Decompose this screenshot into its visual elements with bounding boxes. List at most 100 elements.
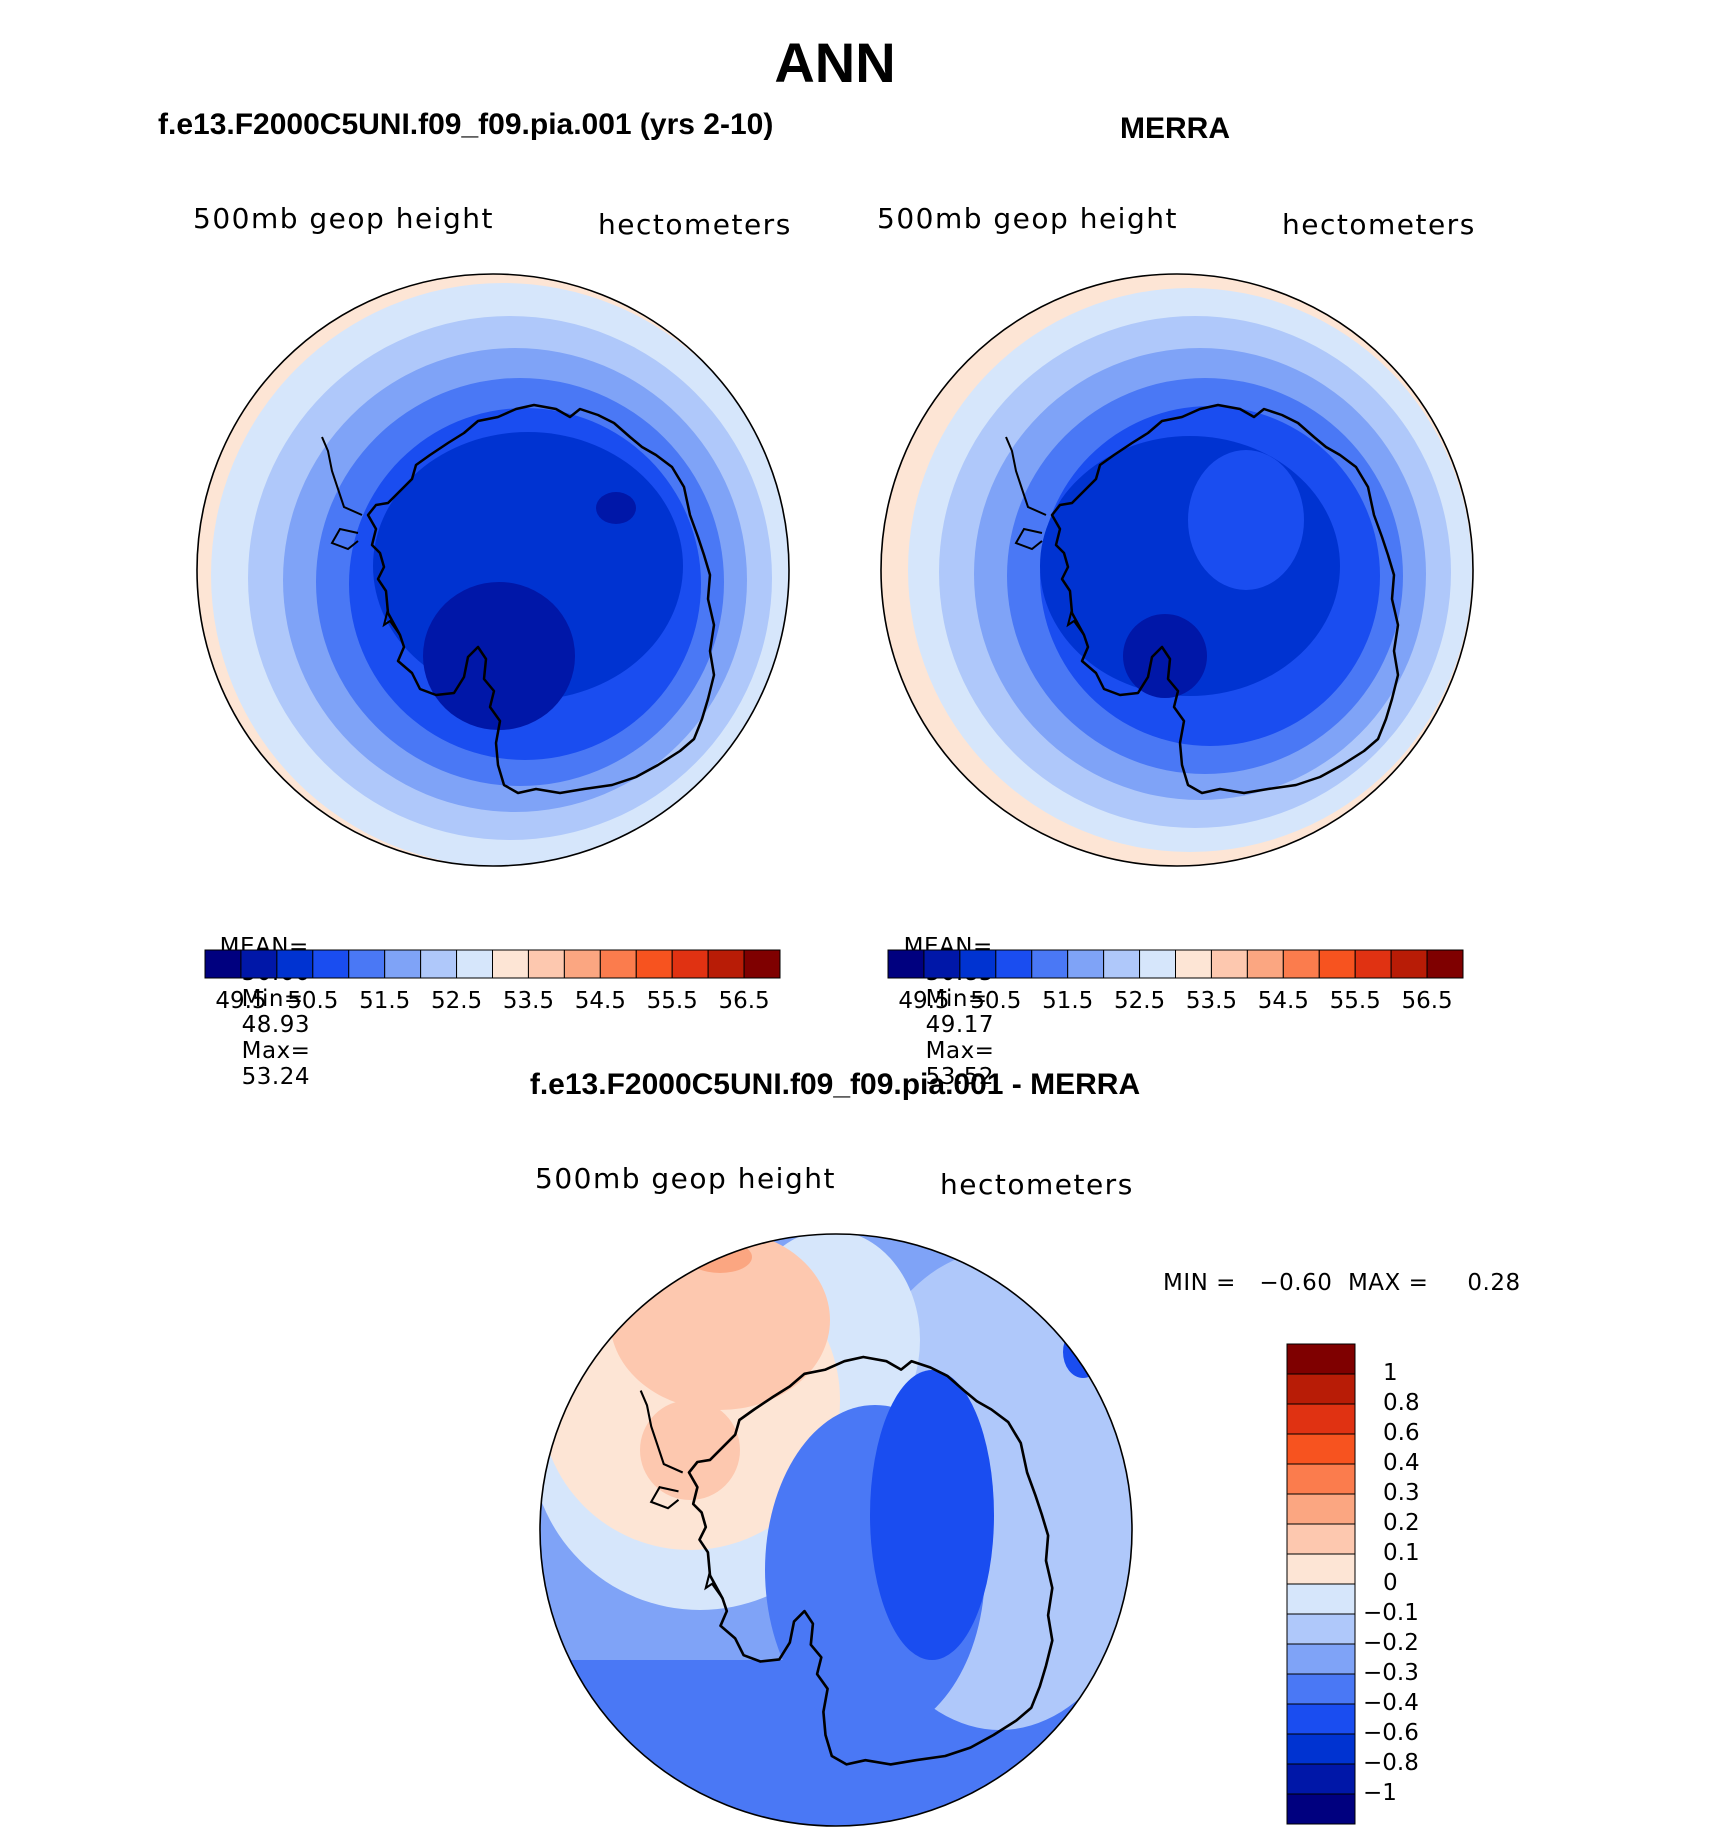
stats-min-value: 49.17 [925, 1012, 994, 1038]
colorbar-swatch [1354, 949, 1392, 979]
colorbar-diff [1286, 1343, 1356, 1825]
colorbar-tick-label: −0.4 [1363, 1690, 1419, 1716]
colorbar-tick-label: 55.5 [1329, 988, 1381, 1014]
stats-obs: MEAN= 50.85 Min= 49.17 Max= 53.52 [888, 908, 994, 1090]
colorbar-swatch [1286, 1523, 1356, 1555]
stats-max-label: Max= [925, 1038, 995, 1064]
colorbar-tick-label: 51.5 [1042, 988, 1094, 1014]
colorbar-swatch [240, 949, 278, 979]
colorbar-swatch [1286, 1643, 1356, 1675]
colorbar-swatch [563, 949, 601, 979]
colorbar-swatch [1286, 1793, 1356, 1825]
colorbar-tick-label: 51.5 [359, 988, 411, 1014]
figure-title: ANN [774, 31, 896, 94]
colorbar-swatch [1067, 949, 1105, 979]
colorbar-swatch [1286, 1493, 1356, 1525]
colorbar-tick-label: 53.5 [1185, 988, 1238, 1014]
colorbar-tick-label: −0.6 [1363, 1720, 1419, 1746]
colorbar-tick-label: 50.5 [970, 988, 1022, 1014]
colorbar-swatch [1246, 949, 1284, 979]
colorbar-tick-label: 55.5 [646, 988, 698, 1014]
colorbar-swatch [743, 949, 781, 979]
colorbar-swatch [1426, 949, 1464, 979]
colorbar-swatch [527, 949, 565, 979]
colorbar-tick-label: −0.1 [1363, 1600, 1419, 1626]
stats-max-value: 53.24 [241, 1064, 310, 1090]
colorbar-swatch [1103, 949, 1141, 979]
colorbar-swatch [1286, 1613, 1356, 1645]
colorbar-tick-label: 0.4 [1383, 1450, 1420, 1476]
colorbar-tick-label: 0.3 [1383, 1480, 1420, 1506]
colorbar-tick-label: 52.5 [1113, 988, 1166, 1014]
colorbar-swatch [635, 949, 673, 979]
stats-max-label: Max= [241, 1038, 311, 1064]
colorbar-swatch [1286, 1583, 1356, 1615]
colorbar-tick-label: 0.1 [1383, 1540, 1420, 1566]
variable-label-diff: 500mb geop height [535, 1162, 836, 1195]
colorbar-swatch [456, 949, 493, 979]
colorbar-swatch [312, 949, 350, 979]
colorbar-swatch [1286, 1673, 1356, 1705]
stats-min-label: Min= [925, 986, 988, 1012]
panel-title-obs: MERRA [1120, 112, 1230, 145]
colorbar-swatch [1139, 949, 1176, 979]
colorbar-swatch [492, 949, 529, 979]
colorbar-model [204, 949, 781, 979]
map-diff [539, 1233, 1133, 1827]
variable-label-obs: 500mb geop height [877, 202, 1178, 235]
colorbar-swatch [707, 949, 745, 979]
colorbar-swatch [204, 949, 242, 979]
colorbar-tick-label: −0.8 [1363, 1750, 1419, 1776]
colorbar-swatch [1210, 949, 1248, 979]
colorbar-swatch [1286, 1433, 1356, 1465]
colorbar-swatch [1286, 1553, 1356, 1585]
colorbar-swatch [1031, 949, 1069, 979]
colorbar-swatch [1390, 949, 1428, 979]
colorbar-swatch [887, 949, 925, 979]
colorbar-swatch [1286, 1343, 1356, 1375]
colorbar-swatch [1318, 949, 1356, 979]
colorbar-swatch [348, 949, 386, 979]
colorbar-swatch [1286, 1373, 1356, 1405]
colorbar-swatch [995, 949, 1033, 979]
map-model [196, 273, 790, 867]
colorbar-tick-label: 1 [1383, 1360, 1398, 1386]
colorbar-tick-label: 53.5 [502, 988, 555, 1014]
colorbar-swatch [1286, 1733, 1356, 1765]
colorbar-swatch [1286, 1703, 1356, 1735]
colorbar-tick-label: 0.8 [1383, 1390, 1420, 1416]
panel-title-diff: f.e13.F2000C5UNI.f09_f09.pia.001 - MERRA [529, 1068, 1141, 1101]
colorbar-obs [887, 949, 1464, 979]
colorbar-swatch [923, 949, 961, 979]
units-label-diff: hectometers [940, 1168, 1134, 1201]
colorbar-swatch [959, 949, 997, 979]
colorbar-swatch [384, 949, 422, 979]
units-label-obs: hectometers [1282, 208, 1476, 241]
colorbar-tick-label: 54.5 [1257, 988, 1309, 1014]
colorbar-swatch [1175, 949, 1212, 979]
stats-min-value: 48.93 [241, 1012, 310, 1038]
colorbar-tick-label: 49.5 [215, 988, 267, 1014]
colorbar-swatch [599, 949, 637, 979]
colorbar-swatch [1286, 1463, 1356, 1495]
diff-range-text: MIN = −0.60 MAX = 0.28 [1163, 1270, 1521, 1296]
colorbar-tick-label: −0.3 [1363, 1660, 1419, 1686]
colorbar-swatch [1282, 949, 1320, 979]
colorbar-tick-label: 49.5 [898, 988, 950, 1014]
colorbar-tick-label: 56.5 [718, 988, 770, 1014]
colorbar-tick-label: 54.5 [574, 988, 626, 1014]
colorbar-tick-label: −0.2 [1363, 1630, 1419, 1656]
colorbar-swatch [671, 949, 709, 979]
colorbar-tick-label: 56.5 [1401, 988, 1453, 1014]
colorbar-swatch [1286, 1403, 1356, 1435]
colorbar-swatch [1286, 1763, 1356, 1795]
colorbar-tick-label: 0.2 [1383, 1510, 1420, 1536]
colorbar-tick-label: 0 [1383, 1570, 1398, 1596]
panel-title-model: f.e13.F2000C5UNI.f09_f09.pia.001 (yrs 2-… [158, 108, 774, 141]
colorbar-swatch [420, 949, 458, 979]
colorbar-tick-label: −1 [1363, 1780, 1397, 1806]
colorbar-tick-label: 0.6 [1383, 1420, 1420, 1446]
colorbar-tick-label: 52.5 [430, 988, 483, 1014]
stats-min-label: Min= [241, 986, 304, 1012]
